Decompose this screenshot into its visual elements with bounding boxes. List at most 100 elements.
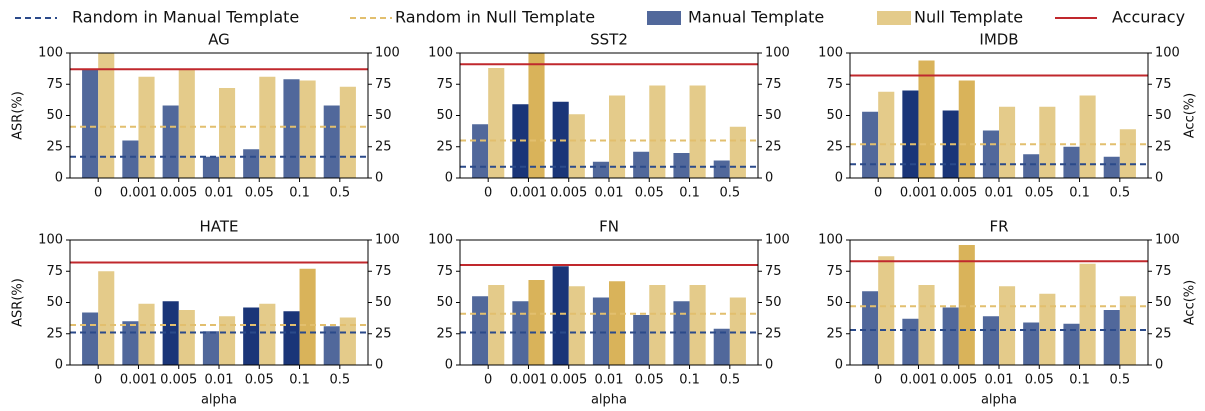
bar — [902, 90, 919, 178]
bar — [713, 328, 730, 365]
y2-tick-label: 75 — [1155, 264, 1172, 279]
y2-tick-label: 25 — [375, 326, 392, 341]
x-tick-label: 0.1 — [289, 186, 310, 201]
y-tick-label: 50 — [436, 108, 453, 123]
bar — [283, 311, 300, 365]
y-tick-label: 75 — [436, 77, 453, 92]
bar — [1103, 156, 1120, 178]
y-tick-label: 0 — [835, 171, 843, 186]
x-tick-label: 0.001 — [120, 186, 157, 201]
x-tick-label: 0.001 — [120, 373, 157, 388]
y2-tick-label: 25 — [765, 139, 782, 154]
y2-tick-label: 50 — [765, 295, 782, 310]
x-tick-label: 0.005 — [160, 186, 197, 201]
y2-tick-label: 50 — [1155, 108, 1172, 123]
x-axis-label: alpha — [591, 393, 627, 408]
y-tick-label: 25 — [436, 326, 453, 341]
bar — [202, 156, 219, 178]
x-tick-label: 0.01 — [595, 186, 624, 201]
bar — [259, 76, 276, 178]
x-tick-label: 0.1 — [679, 186, 700, 201]
x-tick-label: 0.5 — [1109, 373, 1130, 388]
bar — [299, 80, 316, 178]
bar — [98, 271, 115, 365]
legend-patch — [647, 11, 681, 25]
bar — [219, 88, 236, 178]
legend-patch — [877, 11, 911, 25]
x-tick-label: 0.005 — [160, 373, 197, 388]
bar — [98, 53, 115, 178]
bar — [982, 130, 999, 178]
bar — [1039, 106, 1056, 178]
y2-tick-label: 100 — [1155, 46, 1180, 61]
bar — [673, 153, 690, 178]
y2-tick-label: 50 — [375, 108, 392, 123]
bar — [633, 151, 650, 178]
bar — [552, 266, 569, 365]
y2-tick-label: 100 — [765, 46, 790, 61]
bar — [283, 79, 300, 178]
bar — [472, 296, 489, 365]
y-tick-label: 25 — [46, 326, 63, 341]
legend-label: Accuracy — [1112, 8, 1185, 27]
bar — [958, 80, 975, 178]
bar — [633, 315, 650, 365]
x-tick-label: 0.1 — [679, 373, 700, 388]
chart-title: FR — [989, 218, 1008, 236]
x-tick-label: 0.5 — [719, 373, 740, 388]
y-tick-label: 25 — [46, 139, 63, 154]
x-tick-label: 0.01 — [595, 373, 624, 388]
bar — [178, 69, 195, 178]
x-tick-label: 0.1 — [1069, 186, 1090, 201]
bar — [689, 285, 706, 365]
bar — [1119, 296, 1136, 365]
y-axis-label: ASR(%) — [11, 278, 26, 327]
x-tick-label: 0.05 — [635, 186, 664, 201]
y-tick-label: 0 — [55, 171, 63, 186]
x-tick-label: 0.05 — [1025, 186, 1054, 201]
legend-label: Random in Manual Template — [72, 8, 299, 27]
chart-title: IMDB — [979, 31, 1018, 49]
y-tick-label: 0 — [445, 358, 453, 373]
y-tick-label: 100 — [818, 233, 843, 248]
x-axis-label: alpha — [981, 393, 1017, 408]
y-tick-label: 0 — [835, 358, 843, 373]
bar — [1039, 293, 1056, 365]
legend-label: Random in Null Template — [395, 8, 595, 27]
x-tick-label: 0.5 — [329, 186, 350, 201]
y2-tick-label: 50 — [765, 108, 782, 123]
y2-tick-label: 100 — [375, 233, 400, 248]
bar — [122, 321, 139, 365]
x-tick-label: 0.05 — [1025, 373, 1054, 388]
y-tick-label: 75 — [46, 77, 63, 92]
y2-axis-label: Acc(%) — [1183, 280, 1198, 325]
y2-tick-label: 0 — [375, 358, 383, 373]
bar — [1103, 310, 1120, 365]
x-tick-label: 0.01 — [205, 186, 234, 201]
y-tick-label: 0 — [445, 171, 453, 186]
bar — [162, 105, 179, 178]
bar — [138, 76, 155, 178]
y2-tick-label: 0 — [1155, 358, 1163, 373]
y-tick-label: 100 — [38, 233, 63, 248]
y2-tick-label: 75 — [1155, 77, 1172, 92]
x-axis-label: alpha — [201, 393, 237, 408]
x-tick-label: 0 — [874, 373, 882, 388]
x-tick-label: 0 — [94, 186, 102, 201]
bar — [568, 114, 585, 178]
bar — [488, 285, 505, 365]
bar — [299, 268, 316, 365]
y2-tick-label: 75 — [375, 264, 392, 279]
bar — [862, 291, 879, 365]
y2-tick-label: 100 — [765, 233, 790, 248]
bar — [488, 68, 505, 178]
bar — [339, 86, 356, 178]
y2-tick-label: 25 — [765, 326, 782, 341]
x-tick-label: 0.005 — [550, 373, 587, 388]
y2-tick-label: 25 — [1155, 139, 1172, 154]
bar — [323, 326, 340, 365]
bar — [219, 316, 236, 365]
y-tick-label: 50 — [436, 295, 453, 310]
x-tick-label: 0 — [874, 186, 882, 201]
bar — [999, 106, 1016, 178]
